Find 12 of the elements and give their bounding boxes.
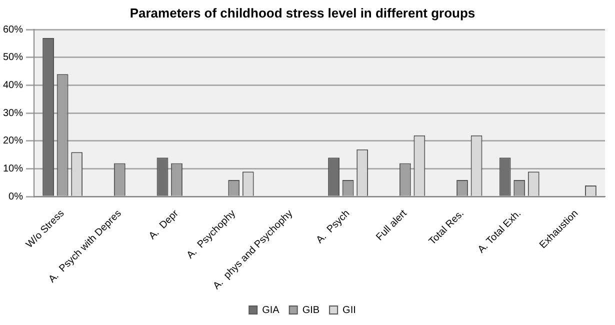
y-tick-label: 0%: [8, 191, 24, 202]
x-tick-label: Full alert: [374, 208, 410, 244]
y-tick-label: 30%: [3, 108, 24, 119]
y-tick-label: 60%: [3, 24, 24, 36]
y-tick-label: 10%: [3, 164, 24, 175]
legend-label: GIB: [302, 304, 320, 316]
y-tick-label: 20%: [3, 136, 24, 147]
y-tick-label: 40%: [3, 80, 24, 92]
chart-title: Parameters of childhood stress level in different groups: [130, 5, 476, 20]
legend-label: GIA: [262, 304, 280, 316]
legend-label: GII: [342, 304, 356, 316]
y-tick-label: 50%: [3, 52, 24, 64]
